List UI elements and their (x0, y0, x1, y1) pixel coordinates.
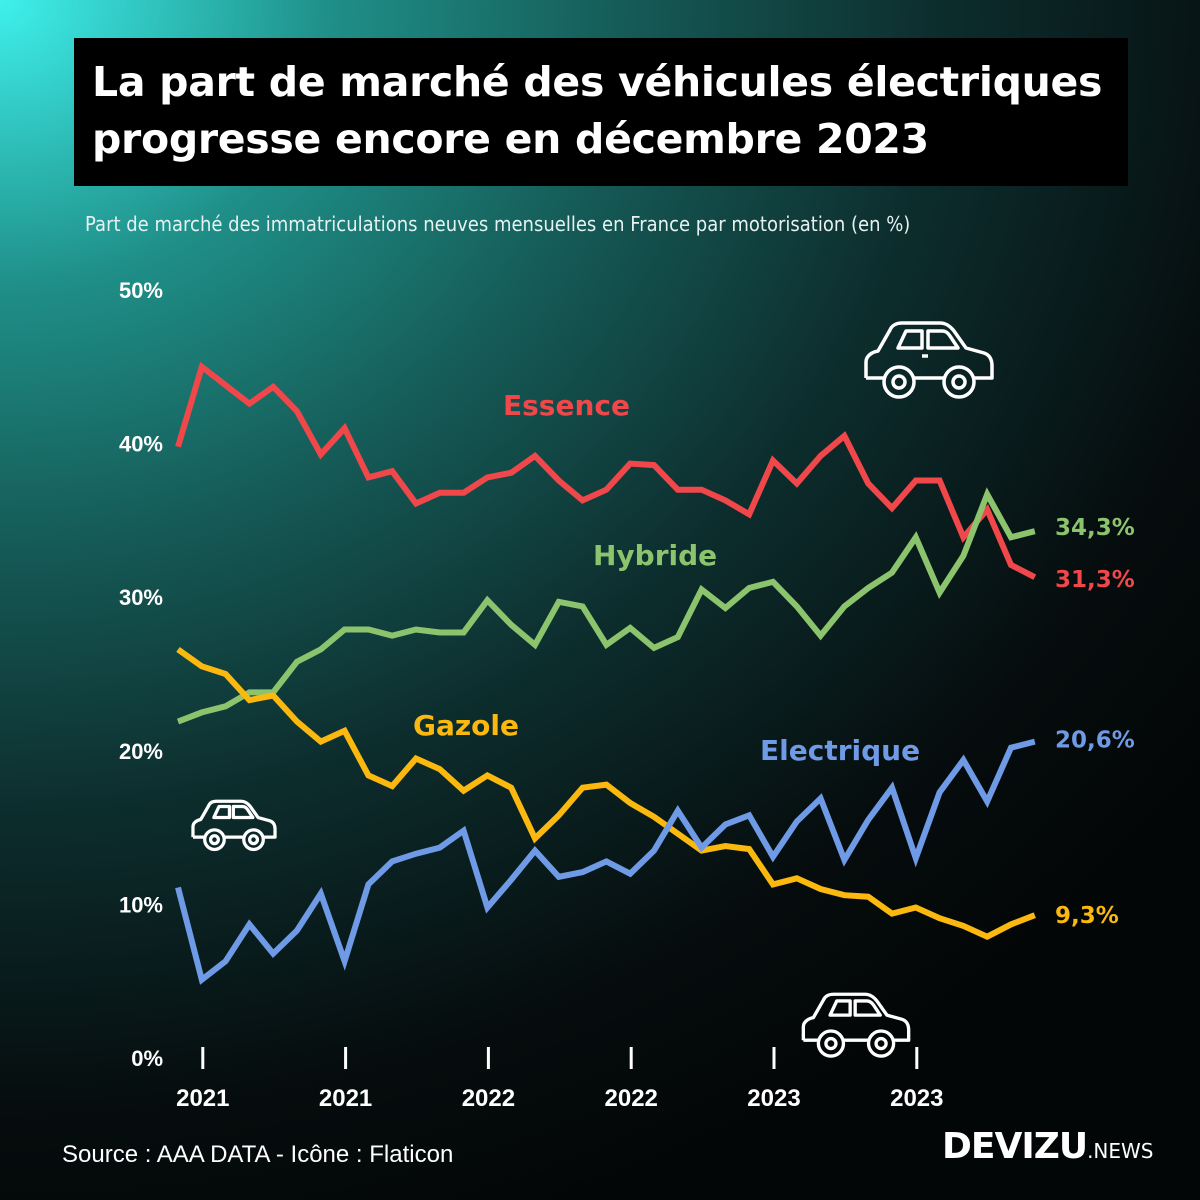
series-label-gazole: Gazole (413, 709, 519, 742)
page-title-line-1: La part de marché des véhicules électriq… (92, 58, 1103, 106)
title-box: La part de marché des véhicules électriq… (74, 38, 1128, 186)
x-tick-label: 2022 (605, 1085, 658, 1112)
series-label-hybride: Hybride (593, 539, 717, 572)
end-value-label-electrique: 20,6% (1055, 728, 1135, 754)
y-tick-label: 30% (119, 585, 163, 610)
y-tick-label: 20% (119, 739, 163, 764)
end-value-label-gazole: 9,3% (1055, 903, 1119, 929)
brand-main: DEVIZU (942, 1126, 1088, 1167)
x-tick-label: 2021 (176, 1085, 229, 1112)
series-line-hybride (176, 487, 1036, 725)
series-label-electrique: Electrique (760, 734, 920, 767)
series-label-essence: Essence (503, 389, 630, 422)
y-tick-label: 40% (119, 432, 163, 457)
x-tick-label: 2023 (890, 1085, 943, 1112)
page-title-line-2: progresse encore en décembre 2023 (92, 115, 929, 163)
source-note: Source : AAA DATA - Icône : Flaticon (62, 1141, 454, 1168)
x-tick-label: 2021 (319, 1085, 372, 1112)
series-line-electrique (175, 738, 1036, 985)
chart-subtitle: Part de marché des immatriculations neuv… (85, 212, 911, 236)
end-value-label-essence: 31,3% (1055, 567, 1135, 593)
y-tick-label: 10% (119, 892, 163, 917)
y-tick-label: 50% (119, 278, 163, 303)
x-tick-label: 2023 (747, 1085, 800, 1112)
brand-logo: DEVIZU.NEWS (942, 1126, 1154, 1167)
y-tick-label: 0% (131, 1046, 163, 1071)
brand-suffix: .NEWS (1087, 1139, 1154, 1163)
end-value-label-hybride: 34,3% (1055, 515, 1135, 541)
car-icon (191, 799, 277, 852)
series-line-gazole (176, 646, 1036, 941)
car-icon (864, 321, 994, 399)
x-tick-label: 2022 (462, 1085, 515, 1112)
car-icon (801, 992, 911, 1058)
